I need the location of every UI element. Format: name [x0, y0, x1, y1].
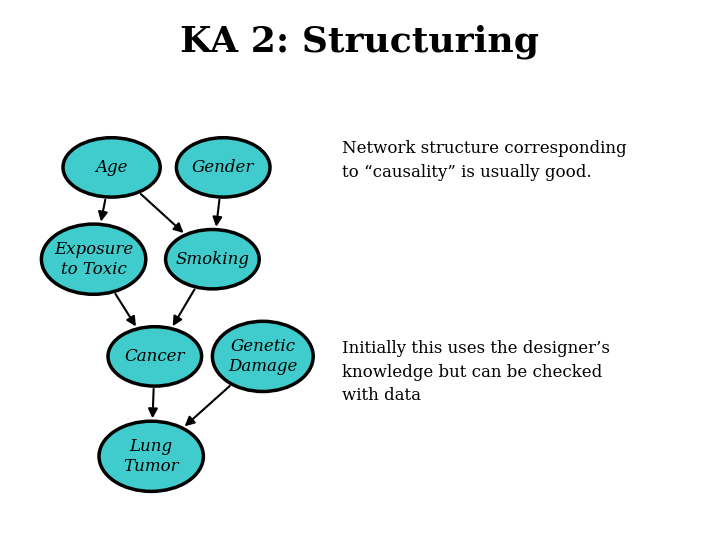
Ellipse shape: [176, 138, 270, 197]
Ellipse shape: [63, 138, 160, 197]
Ellipse shape: [108, 327, 202, 386]
Text: Gender: Gender: [192, 159, 254, 176]
Text: Genetic
Damage: Genetic Damage: [228, 338, 297, 375]
Text: Initially this uses the designer’s
knowledge but can be checked
with data: Initially this uses the designer’s knowl…: [342, 340, 610, 404]
Ellipse shape: [99, 421, 203, 491]
Text: Cancer: Cancer: [125, 348, 185, 365]
Text: KA 2: Structuring: KA 2: Structuring: [181, 24, 539, 59]
Ellipse shape: [166, 230, 259, 289]
Ellipse shape: [212, 321, 313, 392]
Text: Lung
Tumor: Lung Tumor: [123, 438, 179, 475]
Ellipse shape: [42, 224, 145, 294]
Text: Age: Age: [95, 159, 128, 176]
Text: Network structure corresponding
to “causality” is usually good.: Network structure corresponding to “caus…: [342, 140, 626, 181]
Text: Smoking: Smoking: [176, 251, 249, 268]
Text: Exposure
to Toxic: Exposure to Toxic: [54, 241, 133, 278]
